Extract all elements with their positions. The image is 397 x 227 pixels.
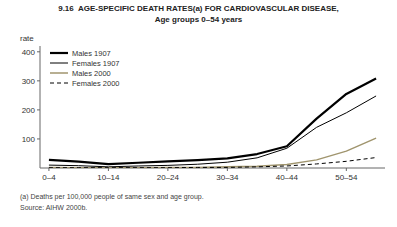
series-line xyxy=(49,96,376,167)
chart: 9.16 AGE-SPECIFIC DEATH RATES(a) FOR CAR… xyxy=(0,0,397,227)
y-tick xyxy=(37,109,40,110)
x-tick xyxy=(108,168,109,171)
legend-label: Females 1907 xyxy=(72,59,120,68)
x-tick-label: 10–14 xyxy=(97,173,120,182)
x-tick-label: 40–44 xyxy=(276,173,299,182)
x-tick xyxy=(167,168,168,171)
footnote: Source: AIHW 2000b. xyxy=(20,204,87,211)
plot-area xyxy=(49,79,376,168)
y-tick-label: 400 xyxy=(22,48,36,57)
legend-swatch xyxy=(50,52,68,54)
legend-label: Males 2000 xyxy=(72,69,111,78)
y-tick xyxy=(37,138,40,139)
x-tick-label: 50–54 xyxy=(335,173,358,182)
y-axis-label: rate xyxy=(20,34,34,43)
y-tick-label: 200 xyxy=(22,106,36,115)
legend-label: Males 1907 xyxy=(72,49,111,58)
x-tick-label: 30–34 xyxy=(216,173,239,182)
x-tick-label: 0–4 xyxy=(42,173,56,182)
y-tick xyxy=(37,51,40,52)
x-tick xyxy=(48,168,49,171)
legend-swatch xyxy=(50,83,68,84)
series-line xyxy=(49,79,376,165)
legend: Males 1907Females 1907Males 2000Females … xyxy=(50,49,120,88)
x-tick xyxy=(346,168,347,171)
y-tick xyxy=(37,80,40,81)
x-tick-label: 20–24 xyxy=(157,173,180,182)
legend-swatch xyxy=(50,72,68,74)
y-axis-line xyxy=(40,46,41,168)
subtitle: Age groups 0–54 years xyxy=(155,15,243,24)
y-tick-label: 300 xyxy=(22,77,36,86)
series-line xyxy=(49,158,376,168)
footnote: (a) Deaths per 100,000 people of same se… xyxy=(20,193,204,201)
x-tick xyxy=(227,168,228,171)
legend-label: Females 2000 xyxy=(72,79,120,88)
x-tick xyxy=(286,168,287,171)
y-tick-label: 100 xyxy=(22,135,36,144)
series-line xyxy=(49,138,376,168)
legend-swatch xyxy=(50,63,68,64)
title: 9.16 AGE-SPECIFIC DEATH RATES(a) FOR CAR… xyxy=(58,4,339,13)
